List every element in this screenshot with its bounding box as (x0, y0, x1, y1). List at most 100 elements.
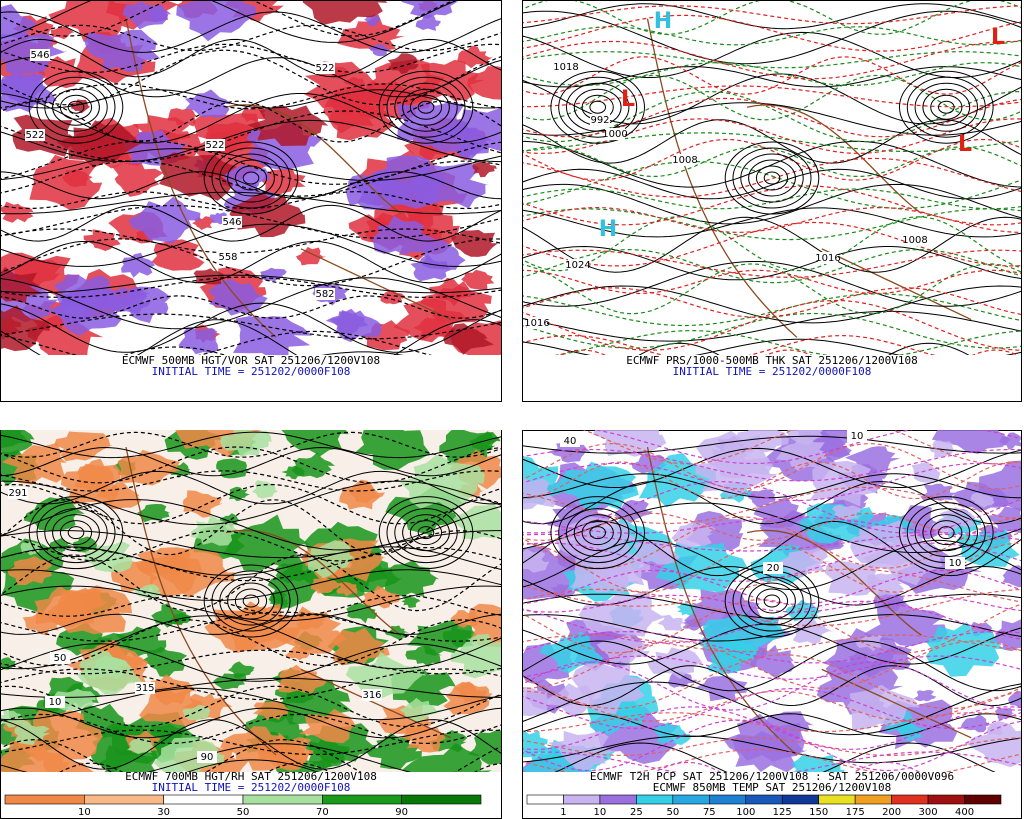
contour-line (523, 338, 1021, 355)
contour-line (523, 160, 1021, 209)
field-shading (913, 690, 937, 702)
field-shading (151, 239, 205, 271)
field-shading (7, 556, 52, 585)
closed-contour (203, 564, 299, 638)
closed-contour (755, 165, 789, 191)
field-shading (1, 73, 57, 113)
field-shading (73, 458, 125, 493)
contour-line (523, 719, 1021, 772)
contour-line (523, 140, 1021, 188)
closed-contour (409, 94, 443, 120)
contour-line (1, 470, 501, 492)
field-shading (54, 431, 113, 462)
field-shading (29, 154, 103, 210)
colorbar-label: 75 (703, 807, 716, 818)
field-shading (62, 169, 93, 188)
field-shading (809, 460, 884, 507)
contour-label: 1000 (602, 129, 627, 140)
closed-contour (755, 588, 789, 614)
closed-contour (589, 526, 607, 540)
label-backing (30, 49, 50, 61)
closed-contour (211, 147, 291, 209)
closed-contour (573, 514, 622, 552)
colorbar-swatch (401, 794, 482, 805)
contour-line (523, 216, 1021, 273)
contour-line (1, 530, 501, 562)
contour-line (1, 554, 501, 612)
field-shading (410, 254, 454, 282)
field-shading (823, 628, 906, 678)
colorbar-label: 10 (594, 807, 607, 818)
high-marker: H (654, 9, 672, 34)
contour-line (523, 690, 1021, 722)
field-shading (461, 269, 495, 290)
contour-line (1, 594, 501, 617)
closed-contour (219, 576, 283, 626)
closed-contour (211, 570, 291, 632)
contour-line (523, 430, 1021, 465)
contour-line (523, 542, 1021, 582)
map-area (1, 430, 501, 772)
colorbar-swatch (4, 794, 85, 805)
field-shading (399, 697, 442, 723)
contour-label: 316 (362, 690, 381, 701)
field-shading (655, 542, 748, 593)
closed-contour (914, 82, 978, 132)
caption: ECMWF T2H PCP SAT 251206/1200V108 : SAT … (590, 770, 954, 783)
contour-label: 1008 (672, 155, 697, 166)
colorbar-label: 25 (630, 807, 643, 818)
field-shading (184, 89, 231, 118)
closed-contour (922, 514, 971, 552)
contour-line (1, 57, 501, 98)
field-shading (1008, 690, 1021, 707)
field-shading (256, 732, 312, 771)
field-shading (792, 617, 833, 645)
contour-line (523, 600, 1021, 644)
closed-contour (52, 88, 100, 126)
contour-line (1, 677, 501, 698)
label-backing (218, 251, 238, 263)
caption: ECMWF PRS/1000-500MB THK SAT 251206/1200… (626, 354, 917, 367)
label-backing (362, 689, 382, 701)
field-shading (345, 651, 426, 700)
closed-contour (409, 520, 443, 546)
colorbar-swatch (599, 794, 637, 805)
field-shading (831, 504, 861, 521)
label-backing (675, 154, 695, 166)
contour-line (523, 245, 1021, 281)
field-shading (450, 634, 501, 679)
field-shading (443, 681, 490, 715)
field-shading (970, 492, 995, 508)
closed-contour (67, 526, 85, 540)
field-shading (387, 53, 419, 75)
contour-line (523, 713, 1021, 737)
field-shading (1, 201, 34, 223)
contour-label: 40 (564, 436, 577, 447)
contour-line (523, 640, 1021, 689)
contour-line (523, 533, 1021, 552)
colorbar-swatch (322, 794, 402, 805)
contour-line (1, 643, 501, 682)
contour-line (523, 443, 1021, 490)
field-shading (785, 599, 822, 622)
contour-line (523, 90, 1021, 143)
closed-contour (724, 141, 820, 215)
colorbar-swatch (891, 794, 929, 805)
contour-line (523, 285, 1021, 324)
field-shading (931, 430, 1011, 454)
contour-line (1, 546, 501, 582)
closed-contour (59, 94, 93, 120)
colorbar-swatch (163, 794, 244, 805)
contour-line (523, 263, 1021, 315)
field-shading (153, 737, 225, 772)
closed-contour (748, 582, 796, 620)
contour-label: 50 (54, 653, 67, 664)
caption: INITIAL TIME = 251202/0000F108 (152, 365, 351, 378)
field-shading (443, 323, 494, 355)
label-backing (50, 652, 70, 664)
closed-contour (44, 508, 108, 558)
contour-line (523, 653, 1021, 710)
field-shading (749, 644, 795, 679)
field-shading (1, 657, 16, 670)
map-area (1, 1, 501, 355)
